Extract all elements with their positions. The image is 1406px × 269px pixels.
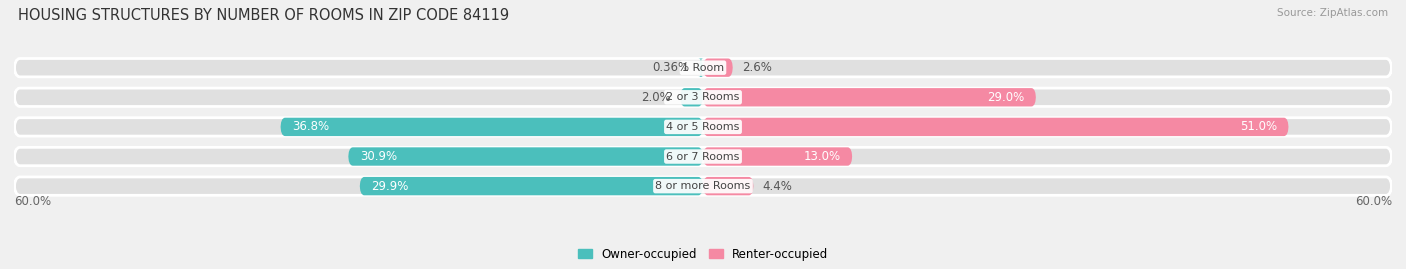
Text: 30.9%: 30.9%	[360, 150, 396, 163]
Text: 4 or 5 Rooms: 4 or 5 Rooms	[666, 122, 740, 132]
FancyBboxPatch shape	[703, 177, 754, 195]
Text: 0.36%: 0.36%	[652, 61, 690, 74]
Text: 8 or more Rooms: 8 or more Rooms	[655, 181, 751, 191]
FancyBboxPatch shape	[14, 147, 1392, 166]
Text: 13.0%: 13.0%	[804, 150, 841, 163]
Text: HOUSING STRUCTURES BY NUMBER OF ROOMS IN ZIP CODE 84119: HOUSING STRUCTURES BY NUMBER OF ROOMS IN…	[18, 8, 509, 23]
Text: 2 or 3 Rooms: 2 or 3 Rooms	[666, 92, 740, 102]
Text: 29.0%: 29.0%	[987, 91, 1025, 104]
FancyBboxPatch shape	[703, 58, 733, 77]
Text: 60.0%: 60.0%	[1355, 195, 1392, 208]
Text: 4.4%: 4.4%	[762, 180, 793, 193]
Text: 60.0%: 60.0%	[14, 195, 51, 208]
FancyBboxPatch shape	[703, 147, 852, 166]
Text: 51.0%: 51.0%	[1240, 121, 1277, 133]
FancyBboxPatch shape	[703, 118, 1289, 136]
Text: 2.0%: 2.0%	[641, 91, 671, 104]
FancyBboxPatch shape	[14, 58, 1392, 77]
FancyBboxPatch shape	[703, 88, 1036, 107]
Text: 1 Room: 1 Room	[682, 63, 724, 73]
FancyBboxPatch shape	[699, 58, 703, 77]
Text: 2.6%: 2.6%	[742, 61, 772, 74]
Text: 29.9%: 29.9%	[371, 180, 409, 193]
Text: Source: ZipAtlas.com: Source: ZipAtlas.com	[1277, 8, 1388, 18]
FancyBboxPatch shape	[360, 177, 703, 195]
FancyBboxPatch shape	[14, 88, 1392, 107]
FancyBboxPatch shape	[681, 88, 703, 107]
FancyBboxPatch shape	[14, 177, 1392, 195]
Text: 6 or 7 Rooms: 6 or 7 Rooms	[666, 151, 740, 161]
FancyBboxPatch shape	[14, 118, 1392, 136]
Legend: Owner-occupied, Renter-occupied: Owner-occupied, Renter-occupied	[572, 243, 834, 265]
FancyBboxPatch shape	[349, 147, 703, 166]
Text: 36.8%: 36.8%	[292, 121, 329, 133]
FancyBboxPatch shape	[280, 118, 703, 136]
